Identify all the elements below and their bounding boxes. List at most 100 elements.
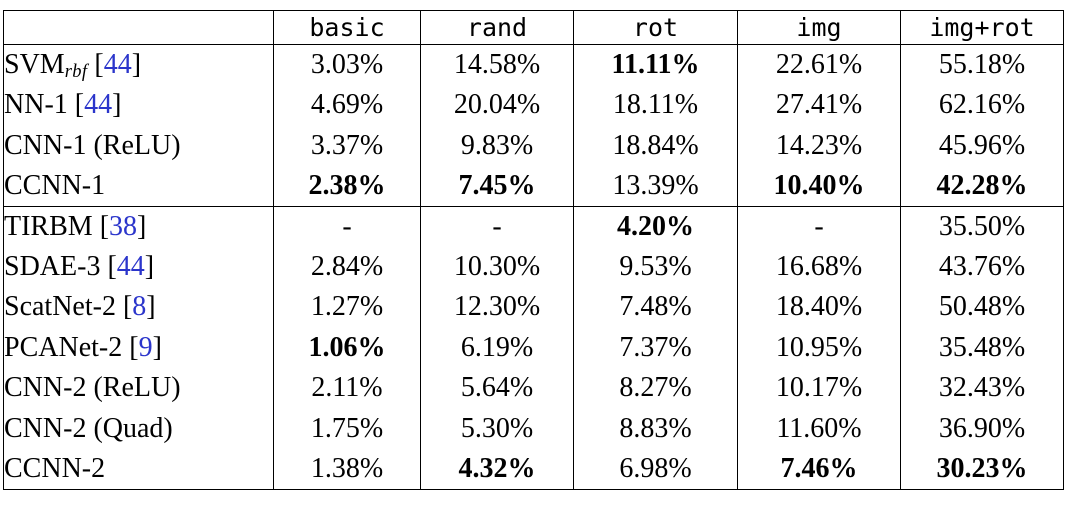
value-cell-rot: 18.84% [573,125,738,166]
citation-bracket-close: ] [146,291,156,323]
table-row-cnn-2-relu: CNN-2 (ReLU) 2.11% 5.64% 8.27% 10.17% 32.43% [4,368,1064,409]
value-cell-rand: 5.64% [420,368,574,409]
row-label: CCNN-2 [4,449,274,489]
header-row: basic rand rot img img+rot [3,10,1064,45]
table-row-svm: SVMrbf [44] 3.03% 14.58% 11.11% 22.61% 55.18% [4,44,1064,85]
column-header-rand: rand [420,10,574,45]
row-label: SVMrbf [44] [4,45,274,85]
row-label: CNN-1 (ReLU) [4,125,274,165]
row-label: TIRBM [38] [4,206,274,246]
method-name: PCANet-2 [4,331,123,363]
results-table-container: basic rand rot img img+rot SVMrbf [44] 3.03% 1… [3,10,1064,490]
value-cell-img-rot: 42.28% [900,165,1064,207]
value-cell-rot: 6.98% [573,449,738,490]
value-cell-basic: 1.06% [273,327,421,369]
corner-cell [4,11,274,45]
table-row-ccnn-1: CCNN-1 2.38% 7.45% 13.39% 10.40% 42.28% [4,165,1064,207]
value-cell-img: 10.95% [737,327,901,369]
value-cell-rot: 8.27% [573,368,738,409]
results-table: basic rand rot img img+rot SVMrbf [44] 3.03% 1… [3,10,1064,490]
value-cell-img: 27.41% [737,84,901,126]
table-row-ccnn-2: CCNN-2 1.38% 4.32% 6.98% 7.46% 30.23% [4,449,1064,490]
table-row-pcanet-2: PCANet-2 [9] 1.06% 6.19% 7.37% 10.95% 35.48% [4,327,1064,369]
value-cell-rand: 9.83% [420,125,574,166]
value-cell-img: 10.17% [737,368,901,409]
table-row-scatnet-2: ScatNet-2 [8] 1.27% 12.30% 7.48% 18.40% 50.48… [4,287,1064,328]
value-cell-img: - [737,206,901,247]
method-name: TIRBM [4,210,93,242]
value-cell-rot: 18.11% [573,84,738,126]
citation-bracket-open: [ [94,48,104,80]
row-label: CNN-2 (Quad) [4,409,274,449]
table-body: SVMrbf [44] 3.03% 14.58% 11.11% 22.61% 55.18%… [3,44,1064,490]
value-cell-img: 22.61% [737,44,901,85]
value-cell-rand: 12.30% [420,287,574,328]
row-label: SDAE-3 [44] [4,247,274,287]
value-cell-basic: - [273,206,421,247]
value-cell-rot: 13.39% [573,165,738,207]
value-cell-basic: 1.27% [273,287,421,328]
column-header-rot: rot [573,10,738,45]
value-cell-img-rot: 35.48% [900,327,1064,369]
value-cell-img-rot: 30.23% [900,449,1064,490]
value-cell-rot: 11.11% [573,44,738,85]
citation-link[interactable]: 44 [103,48,132,80]
value-cell-img: 18.40% [737,287,901,328]
value-cell-img: 11.60% [737,408,901,450]
value-cell-rand: 7.45% [420,165,574,207]
value-cell-img-rot: 32.43% [900,368,1064,409]
citation-bracket-close: ] [137,210,147,242]
table-row-sdae-3: SDAE-3 [44] 2.84% 10.30% 9.53% 16.68% 43.76% [4,246,1064,288]
value-cell-img: 7.46% [737,449,901,490]
table-row-nn-1: NN-1 [44] 4.69% 20.04% 18.11% 27.41% 62.16% [4,84,1064,126]
row-label: NN-1 [44] [4,85,274,125]
value-cell-img-rot: 43.76% [900,246,1064,288]
method-name: NN-1 [4,89,68,121]
value-cell-rot: 7.48% [573,287,738,328]
value-cell-img-rot: 35.50% [900,206,1064,247]
citation-bracket-open: [ [74,89,85,121]
citation-bracket-open: [ [129,331,139,363]
citation-bracket-open: [ [122,291,133,323]
method-name: CCNN-1 [4,169,106,201]
value-cell-rot: 7.37% [573,327,738,369]
value-cell-rand: - [420,206,574,247]
method-name: CNN-2 (ReLU) [4,372,181,404]
citation-link[interactable]: 44 [84,89,113,121]
value-cell-basic: 3.37% [273,125,421,166]
column-header-img: img [737,10,901,45]
value-cell-rand: 20.04% [420,84,574,126]
column-header-basic: basic [273,10,421,45]
value-cell-basic: 1.75% [273,408,421,450]
row-label: ScatNet-2 [8] [4,287,274,327]
value-cell-img: 14.23% [737,125,901,166]
value-cell-basic: 1.38% [273,449,421,490]
citation-bracket-close: ] [144,250,155,282]
value-cell-basic: 3.03% [273,44,421,85]
citation-link[interactable]: 38 [109,210,138,242]
table-header: basic rand rot img img+rot [3,10,1064,45]
value-cell-basic: 2.38% [273,165,421,207]
value-cell-rot: 4.20% [573,206,738,247]
citation-bracket-open: [ [107,250,117,282]
method-name: SDAE-3 [4,250,101,282]
value-cell-img-rot: 62.16% [900,84,1064,126]
method-name: SVM [4,48,65,80]
table-row-cnn-2-quad: CNN-2 (Quad) 1.75% 5.30% 8.83% 11.60% 36.90% [4,408,1064,450]
method-name: CNN-2 (Quad) [4,412,173,444]
citation-link[interactable]: 44 [116,250,145,282]
row-label: PCANet-2 [9] [4,328,274,368]
row-label: CNN-2 (ReLU) [4,368,274,408]
citation-link[interactable]: 8 [132,291,147,323]
value-cell-rand: 6.19% [420,327,574,369]
citation-bracket-open: [ [99,210,110,242]
value-cell-img-rot: 55.18% [900,44,1064,85]
value-cell-rot: 8.83% [573,408,738,450]
value-cell-basic: 2.84% [273,246,421,288]
value-cell-basic: 2.11% [273,368,421,409]
value-cell-rand: 10.30% [420,246,574,288]
citation-link[interactable]: 9 [138,331,153,363]
value-cell-rand: 14.58% [420,44,574,85]
value-cell-img: 10.40% [737,165,901,207]
citation-bracket-close: ] [131,48,142,80]
